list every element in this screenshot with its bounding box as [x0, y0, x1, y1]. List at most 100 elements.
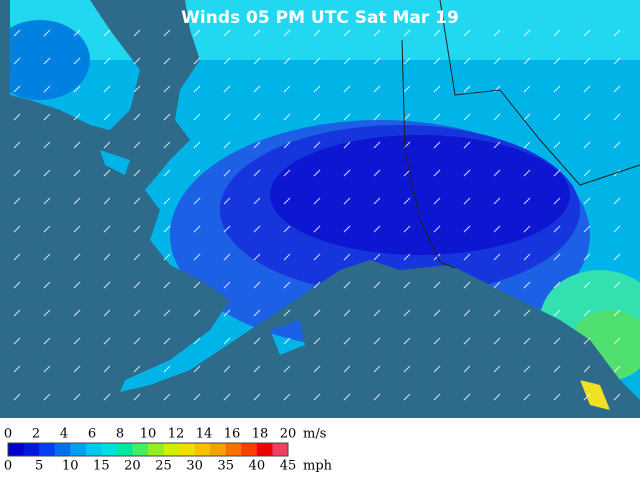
scale-swatch — [132, 443, 149, 456]
wind-arrow — [163, 365, 171, 373]
wind-arrow — [313, 85, 321, 93]
wind-arrow — [103, 29, 111, 37]
scale-swatch — [54, 443, 71, 456]
wind-arrow — [283, 29, 291, 37]
wind-arrow — [613, 57, 621, 65]
wind-arrow — [133, 365, 141, 373]
scale-swatch — [256, 443, 273, 456]
wind-arrow — [553, 281, 561, 289]
wind-arrow — [43, 365, 51, 373]
scale-swatch — [101, 443, 118, 456]
ms-label: 16 — [224, 427, 241, 442]
wind-arrow — [463, 113, 471, 121]
wind-arrow — [613, 141, 621, 149]
wind-arrow — [553, 85, 561, 93]
wind-arrow — [403, 225, 411, 233]
wind-arrow — [403, 57, 411, 65]
wind-arrow — [13, 365, 21, 373]
wind-arrow — [193, 393, 201, 401]
wind-arrow — [493, 393, 501, 401]
wind-arrow — [313, 169, 321, 177]
wind-arrow — [73, 57, 81, 65]
wind-arrow — [133, 225, 141, 233]
wind-arrow — [553, 197, 561, 205]
wind-arrow — [223, 113, 231, 121]
wind-arrow — [193, 365, 201, 373]
wind-arrow — [583, 169, 591, 177]
wind-arrow — [523, 309, 531, 317]
wind-arrow — [583, 337, 591, 345]
ms-label: 20 — [280, 427, 297, 442]
wind-arrow — [613, 337, 621, 345]
wind-arrow — [253, 141, 261, 149]
wind-arrow — [313, 365, 321, 373]
wind-arrow — [163, 113, 171, 121]
wind-arrow — [613, 197, 621, 205]
wind-arrow — [13, 225, 21, 233]
map-title: Winds 05 PM UTC Sat Mar 19 — [181, 8, 459, 28]
wind-arrow — [553, 309, 561, 317]
wind-arrow — [553, 365, 561, 373]
wind-arrow — [403, 85, 411, 93]
wind-arrow — [523, 337, 531, 345]
wind-arrow — [523, 141, 531, 149]
wind-arrow — [73, 309, 81, 317]
scale-swatch — [70, 443, 87, 456]
wind-arrow — [13, 113, 21, 121]
wind-field — [10, 0, 640, 410]
wind-arrow — [403, 337, 411, 345]
wind-arrow — [583, 141, 591, 149]
wind-arrow — [193, 57, 201, 65]
wind-arrow — [73, 337, 81, 345]
wind-arrow — [553, 29, 561, 37]
wind-arrow — [553, 393, 561, 401]
wind-arrow — [193, 225, 201, 233]
ms-label: 14 — [196, 427, 213, 442]
wind-arrow — [523, 281, 531, 289]
wind-arrow — [13, 253, 21, 261]
wind-arrow — [253, 113, 261, 121]
wind-arrow — [313, 337, 321, 345]
wind-arrow — [283, 197, 291, 205]
wind-arrow — [523, 29, 531, 37]
wind-arrow — [43, 29, 51, 37]
wind-arrow — [433, 113, 441, 121]
wind-arrow — [343, 281, 351, 289]
wind-arrow — [373, 113, 381, 121]
wind-arrow — [193, 197, 201, 205]
mph-label: 30 — [186, 459, 203, 474]
wind-arrow — [43, 281, 51, 289]
wind-arrow — [163, 309, 171, 317]
wind-arrow — [133, 141, 141, 149]
wind-arrow — [163, 337, 171, 345]
wind-arrow — [523, 393, 531, 401]
wind-arrow — [253, 29, 261, 37]
wind-arrow — [73, 141, 81, 149]
wind-arrow — [583, 113, 591, 121]
wind-arrow — [103, 225, 111, 233]
wind-arrow — [433, 169, 441, 177]
wind-arrow — [43, 85, 51, 93]
wind-arrow — [133, 253, 141, 261]
wind-arrow — [43, 225, 51, 233]
wind-arrow — [163, 29, 171, 37]
wind-arrow — [103, 169, 111, 177]
wind-arrow — [283, 309, 291, 317]
wind-arrow — [553, 225, 561, 233]
wind-arrow — [43, 57, 51, 65]
wind-arrow — [463, 57, 471, 65]
ms-label: 18 — [252, 427, 269, 442]
wind-arrow — [73, 29, 81, 37]
wind-arrow — [343, 141, 351, 149]
wind-arrow — [313, 57, 321, 65]
wind-arrow — [433, 141, 441, 149]
wind-arrow — [373, 253, 381, 261]
wind-arrow — [613, 309, 621, 317]
wind-arrow — [133, 85, 141, 93]
wind-arrow — [433, 57, 441, 65]
wind-arrow — [463, 365, 471, 373]
wind-arrow — [403, 197, 411, 205]
wind-arrow — [73, 393, 81, 401]
scale-swatch — [163, 443, 180, 456]
